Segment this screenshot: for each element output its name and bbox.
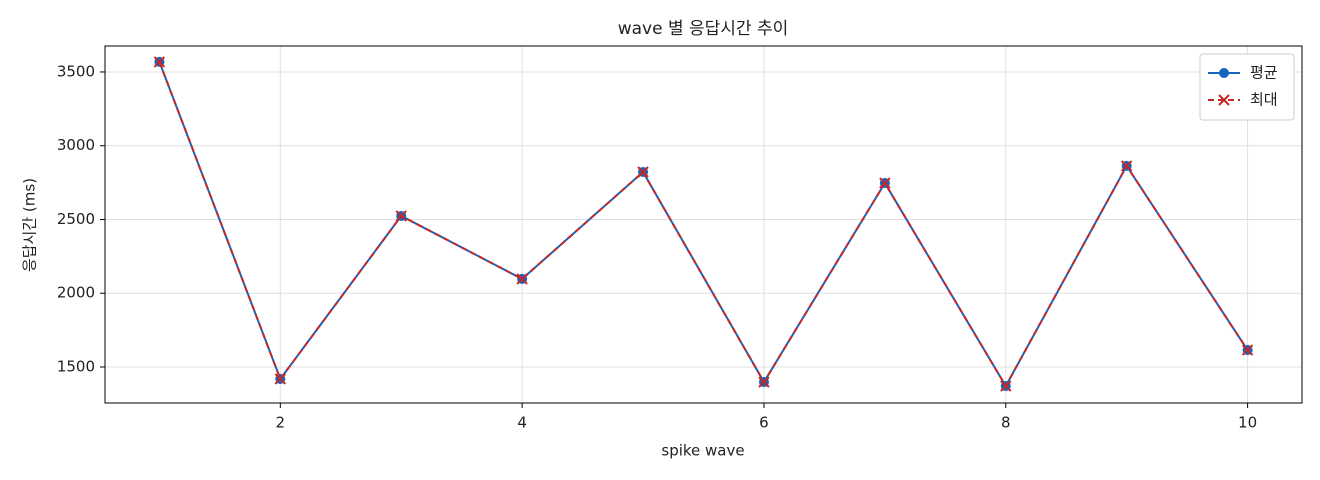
y-tick-label: 3000 [57,136,95,154]
series-line [158,61,1249,389]
x-tick-label: 8 [1001,414,1011,432]
data-point [153,56,166,68]
data-point [1000,380,1012,392]
y-axis-label: 응답시간 (ms) [21,178,39,272]
y-tick-label: 1500 [57,358,95,376]
legend-label: 최대 [1250,91,1278,109]
data-point [1120,160,1133,172]
legend-marker [1219,68,1229,78]
data-point [879,177,891,189]
legend-box [1199,53,1295,121]
legend-marker [1218,94,1230,106]
data-point [758,376,770,388]
data-point [395,210,407,222]
x-tick-label: 2 [276,414,286,432]
y-tick-label: 2000 [57,284,95,302]
data-point [1241,344,1254,356]
legend-label: 평균 [1250,64,1278,82]
data-point [516,273,528,285]
x-axis-label: spike wave [661,442,744,460]
y-tick-label: 2500 [57,210,95,228]
y-tick-label: 3500 [57,62,95,80]
chart-title: wave 별 응답시간 추이 [618,19,789,39]
plot-frame [104,45,1303,404]
x-tick-label: 6 [759,414,769,432]
data-point [637,166,649,178]
data-point [274,373,287,385]
series-line [158,61,1249,389]
x-tick-label: 10 [1238,414,1257,432]
x-tick-label: 4 [517,414,527,432]
